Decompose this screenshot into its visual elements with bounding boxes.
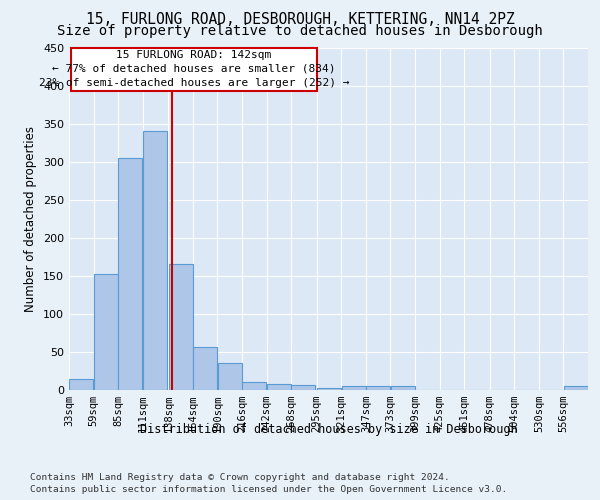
Bar bbox=[143, 131, 167, 390]
Bar bbox=[218, 364, 242, 390]
Text: 15 FURLONG ROAD: 142sqm: 15 FURLONG ROAD: 142sqm bbox=[116, 50, 271, 60]
Text: ← 77% of detached houses are smaller (834): ← 77% of detached houses are smaller (83… bbox=[52, 64, 335, 74]
FancyBboxPatch shape bbox=[71, 48, 317, 91]
Bar bbox=[366, 386, 390, 390]
Bar bbox=[193, 346, 217, 390]
Text: Distribution of detached houses by size in Desborough: Distribution of detached houses by size … bbox=[140, 422, 518, 436]
Bar bbox=[563, 386, 588, 390]
Bar bbox=[267, 384, 291, 390]
Bar bbox=[118, 158, 142, 390]
Bar bbox=[341, 386, 365, 390]
Bar bbox=[169, 264, 193, 390]
Bar bbox=[242, 382, 266, 390]
Text: Contains HM Land Registry data © Crown copyright and database right 2024.: Contains HM Land Registry data © Crown c… bbox=[30, 472, 450, 482]
Bar bbox=[317, 388, 341, 390]
Text: 23% of semi-detached houses are larger (252) →: 23% of semi-detached houses are larger (… bbox=[38, 78, 349, 88]
Bar bbox=[292, 386, 316, 390]
Bar bbox=[391, 386, 415, 390]
Text: Size of property relative to detached houses in Desborough: Size of property relative to detached ho… bbox=[57, 24, 543, 38]
Text: Contains public sector information licensed under the Open Government Licence v3: Contains public sector information licen… bbox=[30, 485, 507, 494]
Y-axis label: Number of detached properties: Number of detached properties bbox=[25, 126, 37, 312]
Bar bbox=[94, 274, 118, 390]
Text: 15, FURLONG ROAD, DESBOROUGH, KETTERING, NN14 2PZ: 15, FURLONG ROAD, DESBOROUGH, KETTERING,… bbox=[86, 12, 514, 26]
Bar bbox=[69, 378, 94, 390]
